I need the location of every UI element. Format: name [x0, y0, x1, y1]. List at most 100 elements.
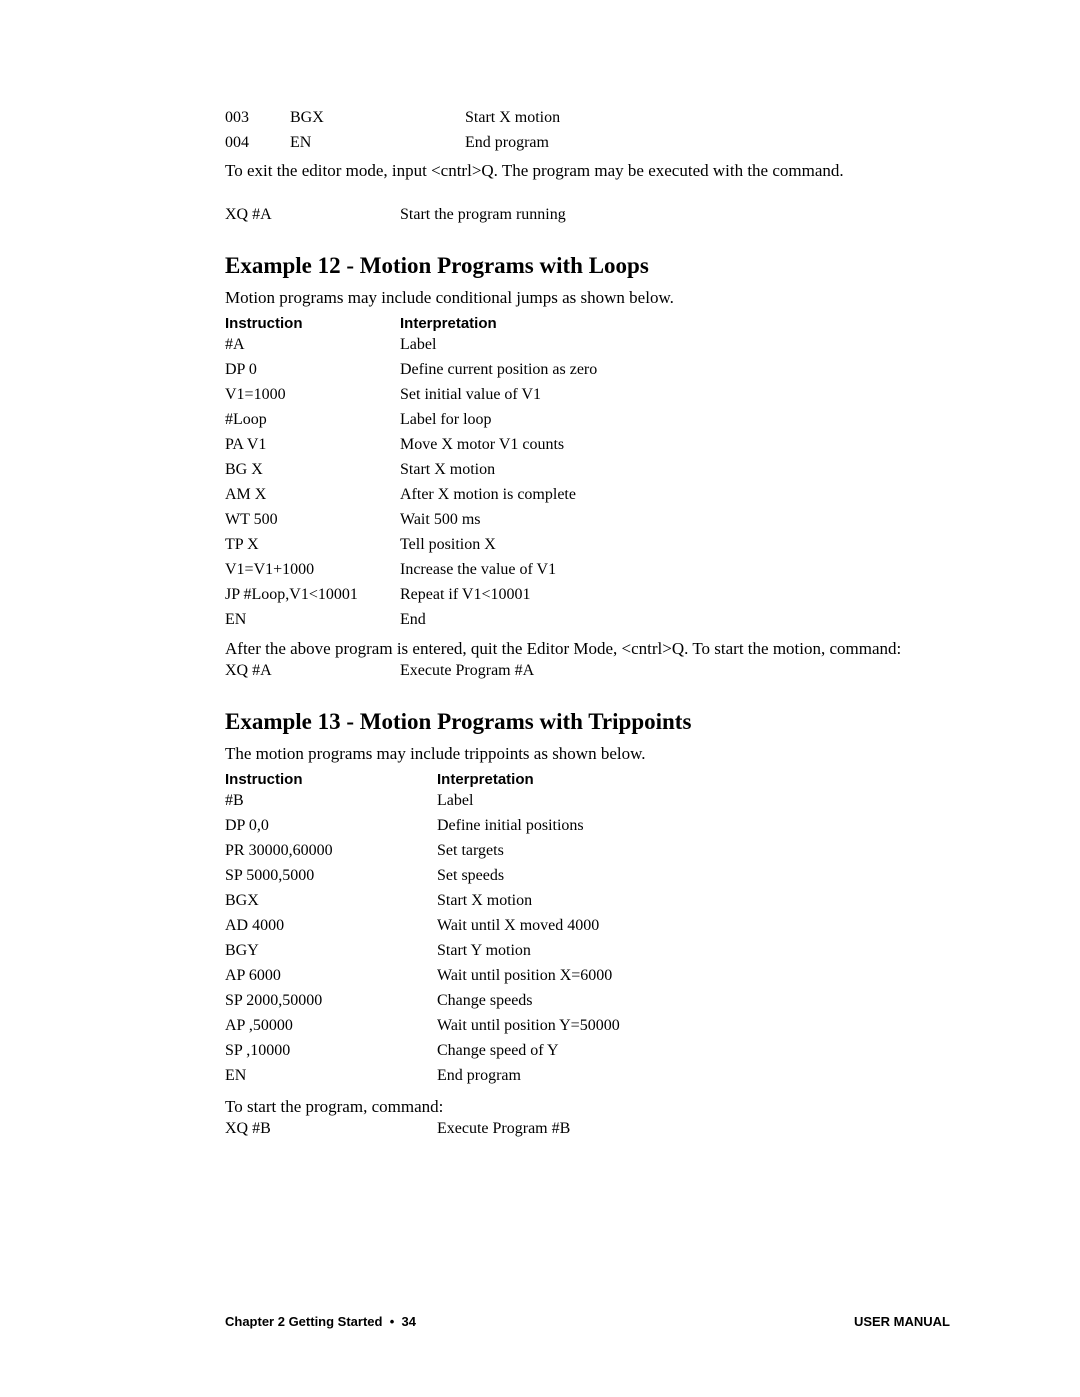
table-header-row: Instruction Interpretation — [225, 316, 950, 331]
instruction: TP X — [225, 537, 400, 553]
column-header-instruction: Instruction — [225, 316, 400, 331]
table-row: AP 6000Wait until position X=6000 — [225, 968, 950, 984]
interpretation: Start Y motion — [437, 943, 950, 959]
interpretation: Set speeds — [437, 868, 950, 884]
interpretation: Start X motion — [400, 462, 950, 478]
interpretation: Label — [400, 337, 950, 353]
instruction: XQ #A — [225, 663, 400, 679]
interpretation: Execute Program #B — [437, 1121, 950, 1137]
table-row: SP ,10000Change speed of Y — [225, 1043, 950, 1059]
instruction: AP ,50000 — [225, 1018, 437, 1034]
code-row: XQ #A Execute Program #A — [225, 663, 950, 679]
line-number: 003 — [225, 110, 290, 126]
table-row: #ALabel — [225, 337, 950, 353]
table-row: PA V1Move X motor V1 counts — [225, 437, 950, 453]
interpretation: Define initial positions — [437, 818, 950, 834]
table-row: PR 30000,60000Set targets — [225, 843, 950, 859]
code-row: 004 EN End program — [225, 135, 950, 151]
footer-chapter: Chapter 2 Getting Started — [225, 1314, 382, 1329]
interpretation: Change speeds — [437, 993, 950, 1009]
bullet-icon: • — [386, 1314, 398, 1329]
table-row: TP XTell position X — [225, 537, 950, 553]
table-row: V1=1000Set initial value of V1 — [225, 387, 950, 403]
table-row: ENEnd — [225, 612, 950, 628]
instruction: BG X — [225, 462, 400, 478]
table-header-row: Instruction Interpretation — [225, 772, 950, 787]
interpretation: Start X motion — [465, 110, 950, 126]
instruction: XQ #B — [225, 1121, 437, 1137]
body-text: The motion programs may include trippoin… — [225, 743, 950, 766]
table-row: AD 4000Wait until X moved 4000 — [225, 918, 950, 934]
table-row: BG XStart X motion — [225, 462, 950, 478]
instruction: V1=1000 — [225, 387, 400, 403]
instruction: EN — [225, 612, 400, 628]
interpretation: Start X motion — [437, 893, 950, 909]
interpretation: End program — [465, 135, 950, 151]
instruction: #Loop — [225, 412, 400, 428]
column-header-instruction: Instruction — [225, 772, 437, 787]
instruction: EN — [290, 135, 465, 151]
interpretation: Wait until position X=6000 — [437, 968, 950, 984]
table-row: JP #Loop,V1<10001Repeat if V1<10001 — [225, 587, 950, 603]
footer-right: USER MANUAL — [854, 1314, 950, 1329]
table-row: DP 0,0Define initial positions — [225, 818, 950, 834]
instruction: BGX — [290, 110, 465, 126]
interpretation: Increase the value of V1 — [400, 562, 950, 578]
instruction: AP 6000 — [225, 968, 437, 984]
interpretation: Label — [437, 793, 950, 809]
line-number: 004 — [225, 135, 290, 151]
instruction: SP ,10000 — [225, 1043, 437, 1059]
instruction: PA V1 — [225, 437, 400, 453]
table-row: WT 500Wait 500 ms — [225, 512, 950, 528]
footer-page-number: 34 — [402, 1314, 416, 1329]
body-text: After the above program is entered, quit… — [225, 638, 950, 661]
interpretation: Wait until position Y=50000 — [437, 1018, 950, 1034]
instruction: V1=V1+1000 — [225, 562, 400, 578]
table-row: SP 2000,50000Change speeds — [225, 993, 950, 1009]
instruction: SP 5000,5000 — [225, 868, 437, 884]
footer-left: Chapter 2 Getting Started • 34 — [225, 1314, 416, 1329]
body-text: To exit the editor mode, input <cntrl>Q.… — [225, 160, 950, 183]
interpretation: End — [400, 612, 950, 628]
code-row: 003 BGX Start X motion — [225, 110, 950, 126]
instruction: #A — [225, 337, 400, 353]
body-text: To start the program, command: — [225, 1096, 950, 1119]
interpretation: Change speed of Y — [437, 1043, 950, 1059]
table-row: AP ,50000Wait until position Y=50000 — [225, 1018, 950, 1034]
interpretation: End program — [437, 1068, 950, 1084]
instruction: BGX — [225, 893, 437, 909]
interpretation: Move X motor V1 counts — [400, 437, 950, 453]
interpretation: Start the program running — [400, 207, 950, 223]
table-row: SP 5000,5000Set speeds — [225, 868, 950, 884]
instruction: JP #Loop,V1<10001 — [225, 587, 400, 603]
section-heading-example-13: Example 13 - Motion Programs with Trippo… — [225, 709, 950, 735]
instruction: PR 30000,60000 — [225, 843, 437, 859]
column-header-interpretation: Interpretation — [400, 316, 950, 331]
instruction: DP 0,0 — [225, 818, 437, 834]
table-row: BGXStart X motion — [225, 893, 950, 909]
table-row: ENEnd program — [225, 1068, 950, 1084]
table-row: BGYStart Y motion — [225, 943, 950, 959]
interpretation: Set initial value of V1 — [400, 387, 950, 403]
interpretation: Repeat if V1<10001 — [400, 587, 950, 603]
interpretation: Label for loop — [400, 412, 950, 428]
column-header-interpretation: Interpretation — [437, 772, 950, 787]
interpretation: Define current position as zero — [400, 362, 950, 378]
instruction: AM X — [225, 487, 400, 503]
interpretation: Execute Program #A — [400, 663, 950, 679]
section-heading-example-12: Example 12 - Motion Programs with Loops — [225, 253, 950, 279]
code-row: XQ #B Execute Program #B — [225, 1121, 950, 1137]
table-row: DP 0Define current position as zero — [225, 362, 950, 378]
code-row: XQ #A Start the program running — [225, 207, 950, 223]
interpretation: Tell position X — [400, 537, 950, 553]
table-row: AM XAfter X motion is complete — [225, 487, 950, 503]
interpretation: Wait 500 ms — [400, 512, 950, 528]
instruction: EN — [225, 1068, 437, 1084]
interpretation: Set targets — [437, 843, 950, 859]
instruction: WT 500 — [225, 512, 400, 528]
table-row: #BLabel — [225, 793, 950, 809]
instruction: XQ #A — [225, 207, 400, 223]
instruction: #B — [225, 793, 437, 809]
table-row: V1=V1+1000Increase the value of V1 — [225, 562, 950, 578]
instruction: DP 0 — [225, 362, 400, 378]
